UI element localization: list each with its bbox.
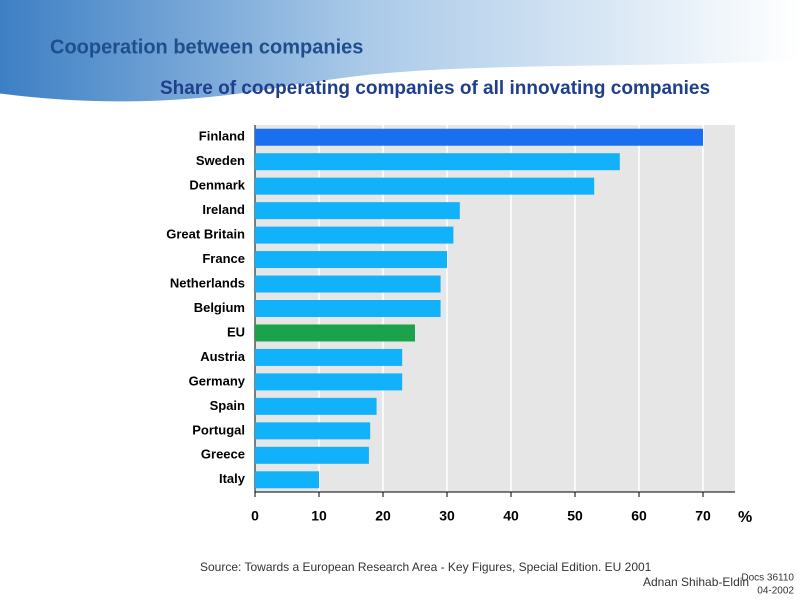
y-tick-label: Germany <box>189 373 246 388</box>
y-tick-label: Italy <box>219 471 246 486</box>
x-tick-label: 60 <box>631 508 647 524</box>
y-tick-label: Spain <box>210 398 245 413</box>
bar <box>255 471 319 489</box>
x-tick-label: 0 <box>251 508 259 524</box>
y-tick-label: Sweden <box>196 153 245 168</box>
bar <box>255 177 595 195</box>
y-tick-label: Great Britain <box>166 227 245 242</box>
x-tick-label: 70 <box>695 508 711 524</box>
doc-date: 04-2002 <box>757 586 794 597</box>
x-tick-label: 30 <box>439 508 455 524</box>
x-tick-label: 50 <box>567 508 583 524</box>
x-tick-label: 40 <box>503 508 519 524</box>
x-tick-label: 20 <box>375 508 391 524</box>
bar <box>255 348 403 366</box>
bar <box>255 202 460 220</box>
y-tick-label: Belgium <box>194 300 245 315</box>
slide-title: Cooperation between companies <box>50 36 363 58</box>
source: Source: Towards a European Research Area… <box>200 560 652 574</box>
bar <box>255 324 415 342</box>
bar <box>255 373 403 391</box>
y-tick-label: Ireland <box>202 202 245 217</box>
y-tick-label: Netherlands <box>170 275 245 290</box>
y-tick-label: Greece <box>201 447 245 462</box>
chart-title: Share of cooperating companies of all in… <box>160 78 710 99</box>
y-tick-label: Austria <box>200 349 246 364</box>
bar <box>255 275 441 293</box>
bar <box>255 446 369 464</box>
y-tick-label: Finland <box>199 129 245 144</box>
doc-number: Docs 36110 <box>741 573 794 584</box>
x-tick-label: 10 <box>311 508 327 524</box>
header-wave-edge <box>0 83 301 105</box>
bar <box>255 226 454 244</box>
bar <box>255 251 447 269</box>
header-wave <box>0 0 800 103</box>
author: Adnan Shihab-Eldin <box>643 575 749 589</box>
bar <box>255 300 441 317</box>
y-tick-label: France <box>202 251 245 266</box>
x-axis-label: % <box>738 509 752 526</box>
bar <box>255 397 377 415</box>
bar <box>255 128 703 146</box>
bar <box>255 153 620 171</box>
bar <box>255 422 371 440</box>
y-tick-label: EU <box>227 324 245 339</box>
y-tick-label: Portugal <box>192 422 245 437</box>
y-tick-label: Denmark <box>189 178 245 193</box>
